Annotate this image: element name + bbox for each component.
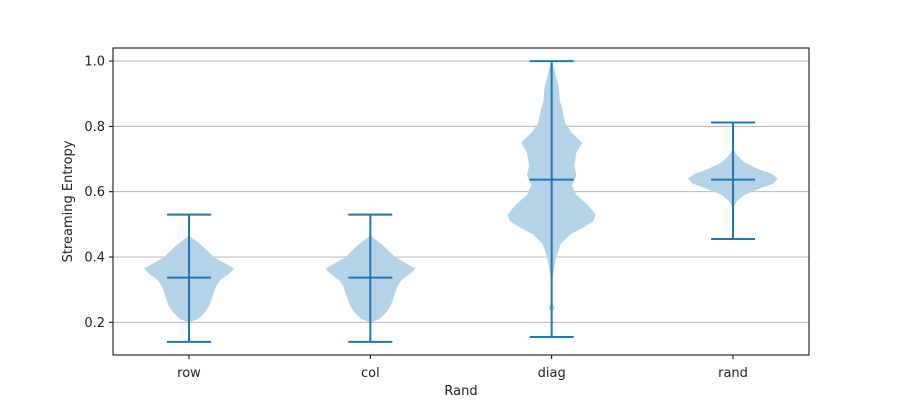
y-tick-label: 0.6 xyxy=(84,185,105,200)
x-tick-label: col xyxy=(361,366,380,381)
y-tick-label: 1.0 xyxy=(84,55,105,70)
x-tick-label: rand xyxy=(718,366,748,381)
y-axis-label: Streaming Entropy xyxy=(61,140,76,262)
x-axis-label: Rand xyxy=(444,384,477,399)
plot-frame xyxy=(112,47,810,356)
x-axis-ticks: row col diag rand xyxy=(177,355,748,381)
y-tick-label: 0.8 xyxy=(84,120,105,135)
y-tick-label: 0.2 xyxy=(84,316,105,331)
grid-lines xyxy=(113,60,809,323)
x-tick-label: diag xyxy=(538,366,566,381)
y-axis-ticks: 0.2 0.4 0.6 0.8 1.0 xyxy=(84,55,113,331)
violin-stat-lines xyxy=(167,60,755,343)
x-tick-label: row xyxy=(177,366,201,381)
y-tick-label: 0.4 xyxy=(84,251,105,266)
